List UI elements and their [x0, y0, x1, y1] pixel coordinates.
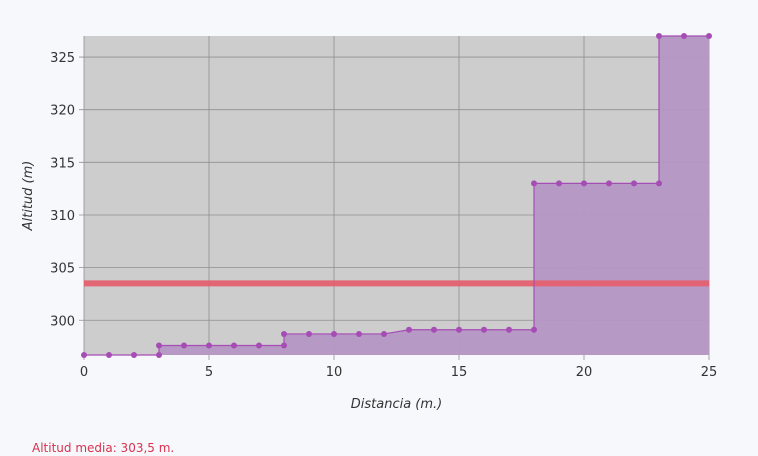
data-point[interactable]	[356, 330, 362, 337]
x-tick-label: 10	[326, 365, 343, 380]
data-point[interactable]	[431, 326, 437, 333]
data-point[interactable]	[531, 326, 537, 333]
data-point[interactable]	[656, 180, 662, 187]
data-point[interactable]	[506, 326, 512, 333]
y-axis-title: Altitud (m)	[21, 161, 36, 232]
y-tick-label: 300	[50, 314, 75, 329]
data-point[interactable]	[306, 330, 312, 337]
data-point[interactable]	[281, 342, 287, 349]
data-point[interactable]	[481, 326, 487, 333]
data-point[interactable]	[131, 352, 137, 358]
data-points	[81, 33, 712, 358]
data-point[interactable]	[381, 330, 387, 337]
y-tick-label: 325	[50, 51, 75, 66]
data-point[interactable]	[181, 342, 187, 349]
data-point[interactable]	[606, 180, 612, 187]
y-tick-label: 315	[50, 156, 75, 171]
x-axis-ticks: 0 5 10 15 20 25	[80, 365, 717, 380]
data-point[interactable]	[406, 326, 412, 333]
data-point[interactable]	[156, 342, 162, 349]
data-point[interactable]	[206, 342, 212, 349]
data-point[interactable]	[556, 180, 562, 187]
data-point[interactable]	[656, 33, 662, 39]
y-axis-ticks: 300 305 310 315 320 325	[50, 51, 75, 329]
x-tick-label: 5	[205, 365, 213, 380]
data-point[interactable]	[156, 352, 162, 358]
y-tick-label: 310	[50, 209, 75, 224]
y-tick-label: 305	[50, 262, 75, 277]
x-tick-label: 25	[701, 365, 718, 380]
x-tick-label: 0	[80, 365, 88, 380]
data-point[interactable]	[331, 330, 337, 337]
y-tick-label: 320	[50, 104, 75, 119]
x-tick-label: 15	[451, 365, 468, 380]
x-axis-title: Distancia (m.)	[351, 397, 443, 412]
data-point[interactable]	[106, 352, 112, 358]
data-point[interactable]	[581, 180, 587, 187]
altitude-area	[84, 36, 709, 355]
data-point[interactable]	[256, 342, 262, 349]
data-point[interactable]	[81, 352, 87, 358]
altitude-line	[84, 35, 709, 356]
data-point[interactable]	[631, 180, 637, 187]
data-point[interactable]	[681, 33, 687, 39]
data-point[interactable]	[231, 342, 237, 349]
altitude-chart: 0 5 10 15 20 25 300 305 310 315 320 325 Distancia …	[21, 33, 717, 412]
data-point[interactable]	[281, 330, 287, 337]
x-tick-label: 20	[576, 365, 593, 380]
data-point[interactable]	[706, 33, 712, 39]
data-point[interactable]	[456, 326, 462, 333]
average-altitude-label: Altitud media: 303,5 m.	[32, 441, 175, 455]
data-point[interactable]	[531, 180, 537, 187]
